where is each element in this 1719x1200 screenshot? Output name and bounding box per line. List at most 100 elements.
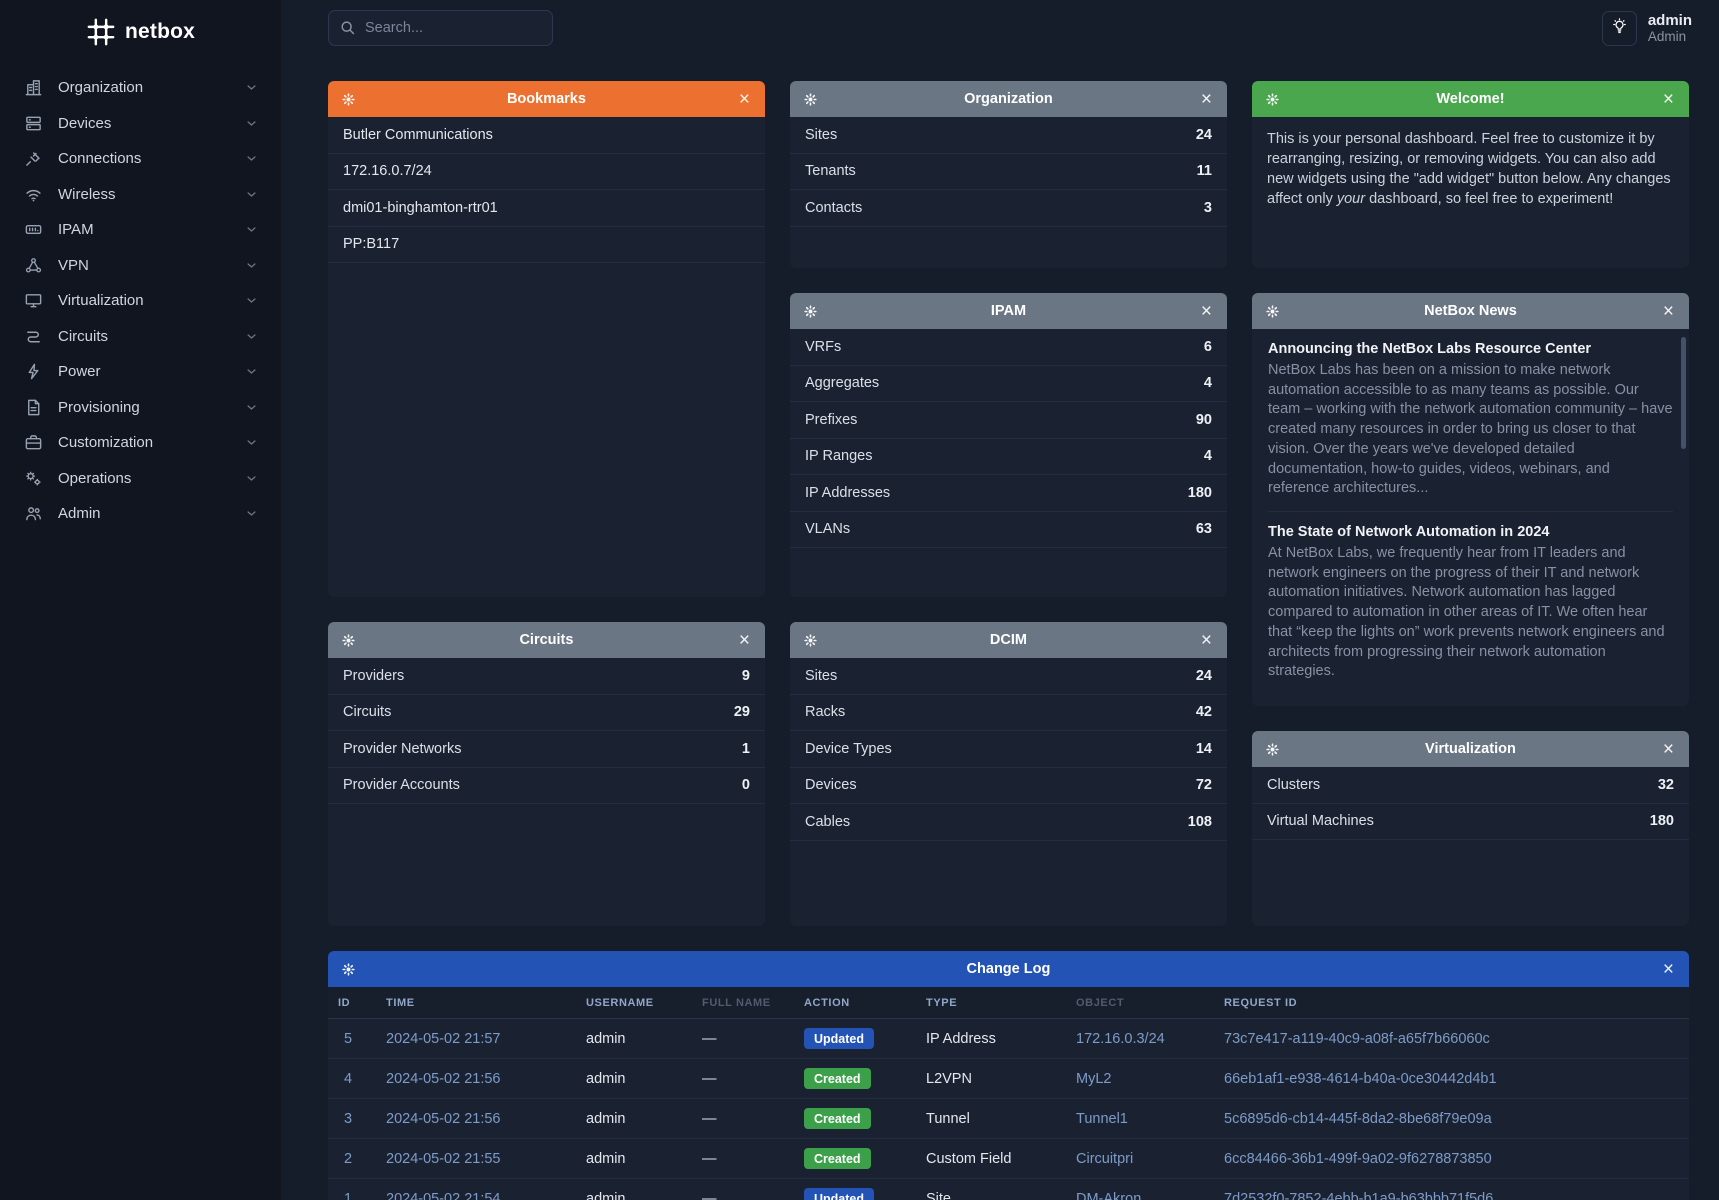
sidebar-item-virtualization[interactable]: Virtualization (0, 283, 281, 319)
change-type: L2VPN (916, 1058, 1066, 1099)
stat-row[interactable]: Aggregates 4 (790, 366, 1227, 402)
close-icon[interactable]: × (1662, 738, 1674, 760)
stat-row[interactable]: Circuits 29 (328, 695, 765, 731)
change-id-link[interactable]: 3 (344, 1110, 353, 1127)
news-article-title[interactable]: Announcing the NetBox Labs Resource Cent… (1268, 341, 1592, 357)
change-object-link[interactable]: Tunnel1 (1076, 1110, 1128, 1127)
action-badge[interactable]: Updated (804, 1188, 874, 1200)
close-icon[interactable]: × (1200, 300, 1212, 322)
close-icon[interactable]: × (1662, 300, 1674, 322)
gear-icon[interactable] (803, 304, 818, 319)
column-header-object: OBJECT (1066, 987, 1214, 1019)
action-badge[interactable]: Created (804, 1108, 871, 1129)
change-object-link[interactable]: Circuitpri (1076, 1150, 1134, 1167)
sidebar-item-provisioning[interactable]: Provisioning (0, 390, 281, 426)
change-object-link[interactable]: 172.16.0.3/24 (1076, 1030, 1165, 1047)
sidebar-item-connections[interactable]: Connections (0, 141, 281, 177)
news-article-title[interactable]: The State of Network Automation in 2024 (1268, 524, 1550, 541)
change-request-id-link[interactable]: 66eb1af1-e938-4614-b40a-0ce30442d4b1 (1224, 1070, 1497, 1087)
close-icon[interactable]: × (738, 629, 750, 651)
action-badge[interactable]: Created (804, 1068, 871, 1089)
change-request-id-link[interactable]: 7d2532f0-7852-4ebb-b1a9-b63bbb71f5d6 (1224, 1190, 1494, 1200)
sidebar-item-circuits[interactable]: Circuits (0, 319, 281, 355)
stat-row[interactable]: Clusters 32 (1252, 767, 1689, 804)
close-icon[interactable]: × (738, 88, 750, 110)
close-icon[interactable]: × (1200, 629, 1212, 651)
bookmark-item[interactable]: dmi01-binghamton-rtr01 (328, 190, 765, 227)
stat-row[interactable]: Prefixes 90 (790, 402, 1227, 439)
news-article: The State of Network Automation in 2024 … (1268, 524, 1673, 682)
bookmark-item[interactable]: 172.16.0.7/24 (328, 154, 765, 190)
close-icon[interactable]: × (1200, 88, 1212, 110)
gear-icon[interactable] (341, 633, 356, 648)
gear-icon[interactable] (803, 633, 818, 648)
stat-row[interactable]: IP Ranges 4 (790, 439, 1227, 475)
change-time-link[interactable]: 2024-05-02 21:56 (386, 1070, 501, 1087)
bookmark-item[interactable]: Butler Communications (328, 117, 765, 154)
sidebar-item-customization[interactable]: Customization (0, 425, 281, 461)
change-time-link[interactable]: 2024-05-02 21:57 (386, 1030, 501, 1047)
action-badge[interactable]: Updated (804, 1028, 874, 1049)
change-time-link[interactable]: 2024-05-02 21:56 (386, 1110, 501, 1127)
changelog-widget-header: Change Log × (328, 951, 1689, 987)
stat-row[interactable]: Provider Networks 1 (328, 731, 765, 768)
column-header-id[interactable]: ID (328, 987, 376, 1019)
search-input[interactable] (328, 10, 553, 46)
bookmark-label: dmi01-binghamton-rtr01 (343, 199, 498, 216)
change-request-id-link[interactable]: 6cc84466-36b1-499f-9a02-9f6278873850 (1224, 1150, 1492, 1167)
stat-value: 180 (1649, 813, 1674, 830)
change-id-link[interactable]: 1 (344, 1190, 353, 1200)
stat-row[interactable]: VLANs 63 (790, 512, 1227, 548)
stat-row[interactable]: IP Addresses 180 (790, 475, 1227, 512)
change-object-link[interactable]: DM-Akron (1076, 1190, 1142, 1200)
user-meta[interactable]: admin Admin (1648, 12, 1692, 45)
stat-row[interactable]: Sites 24 (790, 658, 1227, 695)
gear-icon[interactable] (1265, 742, 1280, 757)
action-badge[interactable]: Created (804, 1148, 871, 1169)
stat-row[interactable]: Devices 72 (790, 768, 1227, 804)
change-request-id-link[interactable]: 5c6895d6-cb14-445f-8da2-8be68f79e09a (1224, 1110, 1492, 1127)
stat-row[interactable]: Provider Accounts 0 (328, 768, 765, 804)
change-id-link[interactable]: 5 (344, 1030, 353, 1047)
theme-toggle-button[interactable] (1601, 10, 1637, 46)
column-header-action[interactable]: ACTION (794, 987, 916, 1019)
stat-row[interactable]: Device Types 14 (790, 731, 1227, 768)
column-header-request-id[interactable]: REQUEST ID (1214, 987, 1689, 1019)
sidebar-item-label: Admin (58, 505, 101, 523)
sidebar-item-power[interactable]: Power (0, 354, 281, 390)
gear-icon[interactable] (803, 92, 818, 107)
stat-row[interactable]: Contacts 3 (790, 190, 1227, 227)
scrollbar-thumb[interactable] (1681, 337, 1686, 449)
stat-row[interactable]: Cables 108 (790, 804, 1227, 841)
close-icon[interactable]: × (1662, 958, 1674, 980)
change-time-link[interactable]: 2024-05-02 21:54 (386, 1190, 501, 1200)
gear-icon[interactable] (341, 92, 356, 107)
sidebar-item-organization[interactable]: Organization (0, 70, 281, 106)
stat-row[interactable]: Providers 9 (328, 658, 765, 695)
gear-icon[interactable] (341, 962, 356, 977)
stat-row[interactable]: Sites 24 (790, 117, 1227, 154)
stat-row[interactable]: Virtual Machines 180 (1252, 804, 1689, 840)
sidebar-item-ipam[interactable]: IPAM (0, 212, 281, 248)
change-id-link[interactable]: 4 (344, 1070, 353, 1087)
sidebar-item-devices[interactable]: Devices (0, 106, 281, 142)
gear-icon[interactable] (1265, 92, 1280, 107)
change-object-link[interactable]: MyL2 (1076, 1070, 1112, 1087)
sidebar-item-operations[interactable]: Operations (0, 461, 281, 497)
stat-row[interactable]: Tenants 11 (790, 154, 1227, 190)
column-header-type[interactable]: TYPE (916, 987, 1066, 1019)
sidebar-item-vpn[interactable]: VPN (0, 248, 281, 284)
bookmark-item[interactable]: PP:B117 (328, 227, 765, 263)
close-icon[interactable]: × (1662, 88, 1674, 110)
change-id-link[interactable]: 2 (344, 1150, 353, 1167)
gear-icon[interactable] (1265, 304, 1280, 319)
sidebar-item-wireless[interactable]: Wireless (0, 177, 281, 213)
column-header-username[interactable]: USERNAME (576, 987, 692, 1019)
stat-row[interactable]: VRFs 6 (790, 329, 1227, 366)
change-request-id-link[interactable]: 73c7e417-a119-40c9-a08f-a65f7b66060c (1224, 1030, 1490, 1047)
stat-row[interactable]: Racks 42 (790, 695, 1227, 731)
netbox-logo[interactable]: netbox (0, 8, 281, 56)
sidebar-item-admin[interactable]: Admin (0, 496, 281, 532)
change-time-link[interactable]: 2024-05-02 21:55 (386, 1150, 501, 1167)
column-header-time[interactable]: TIME (376, 987, 576, 1019)
